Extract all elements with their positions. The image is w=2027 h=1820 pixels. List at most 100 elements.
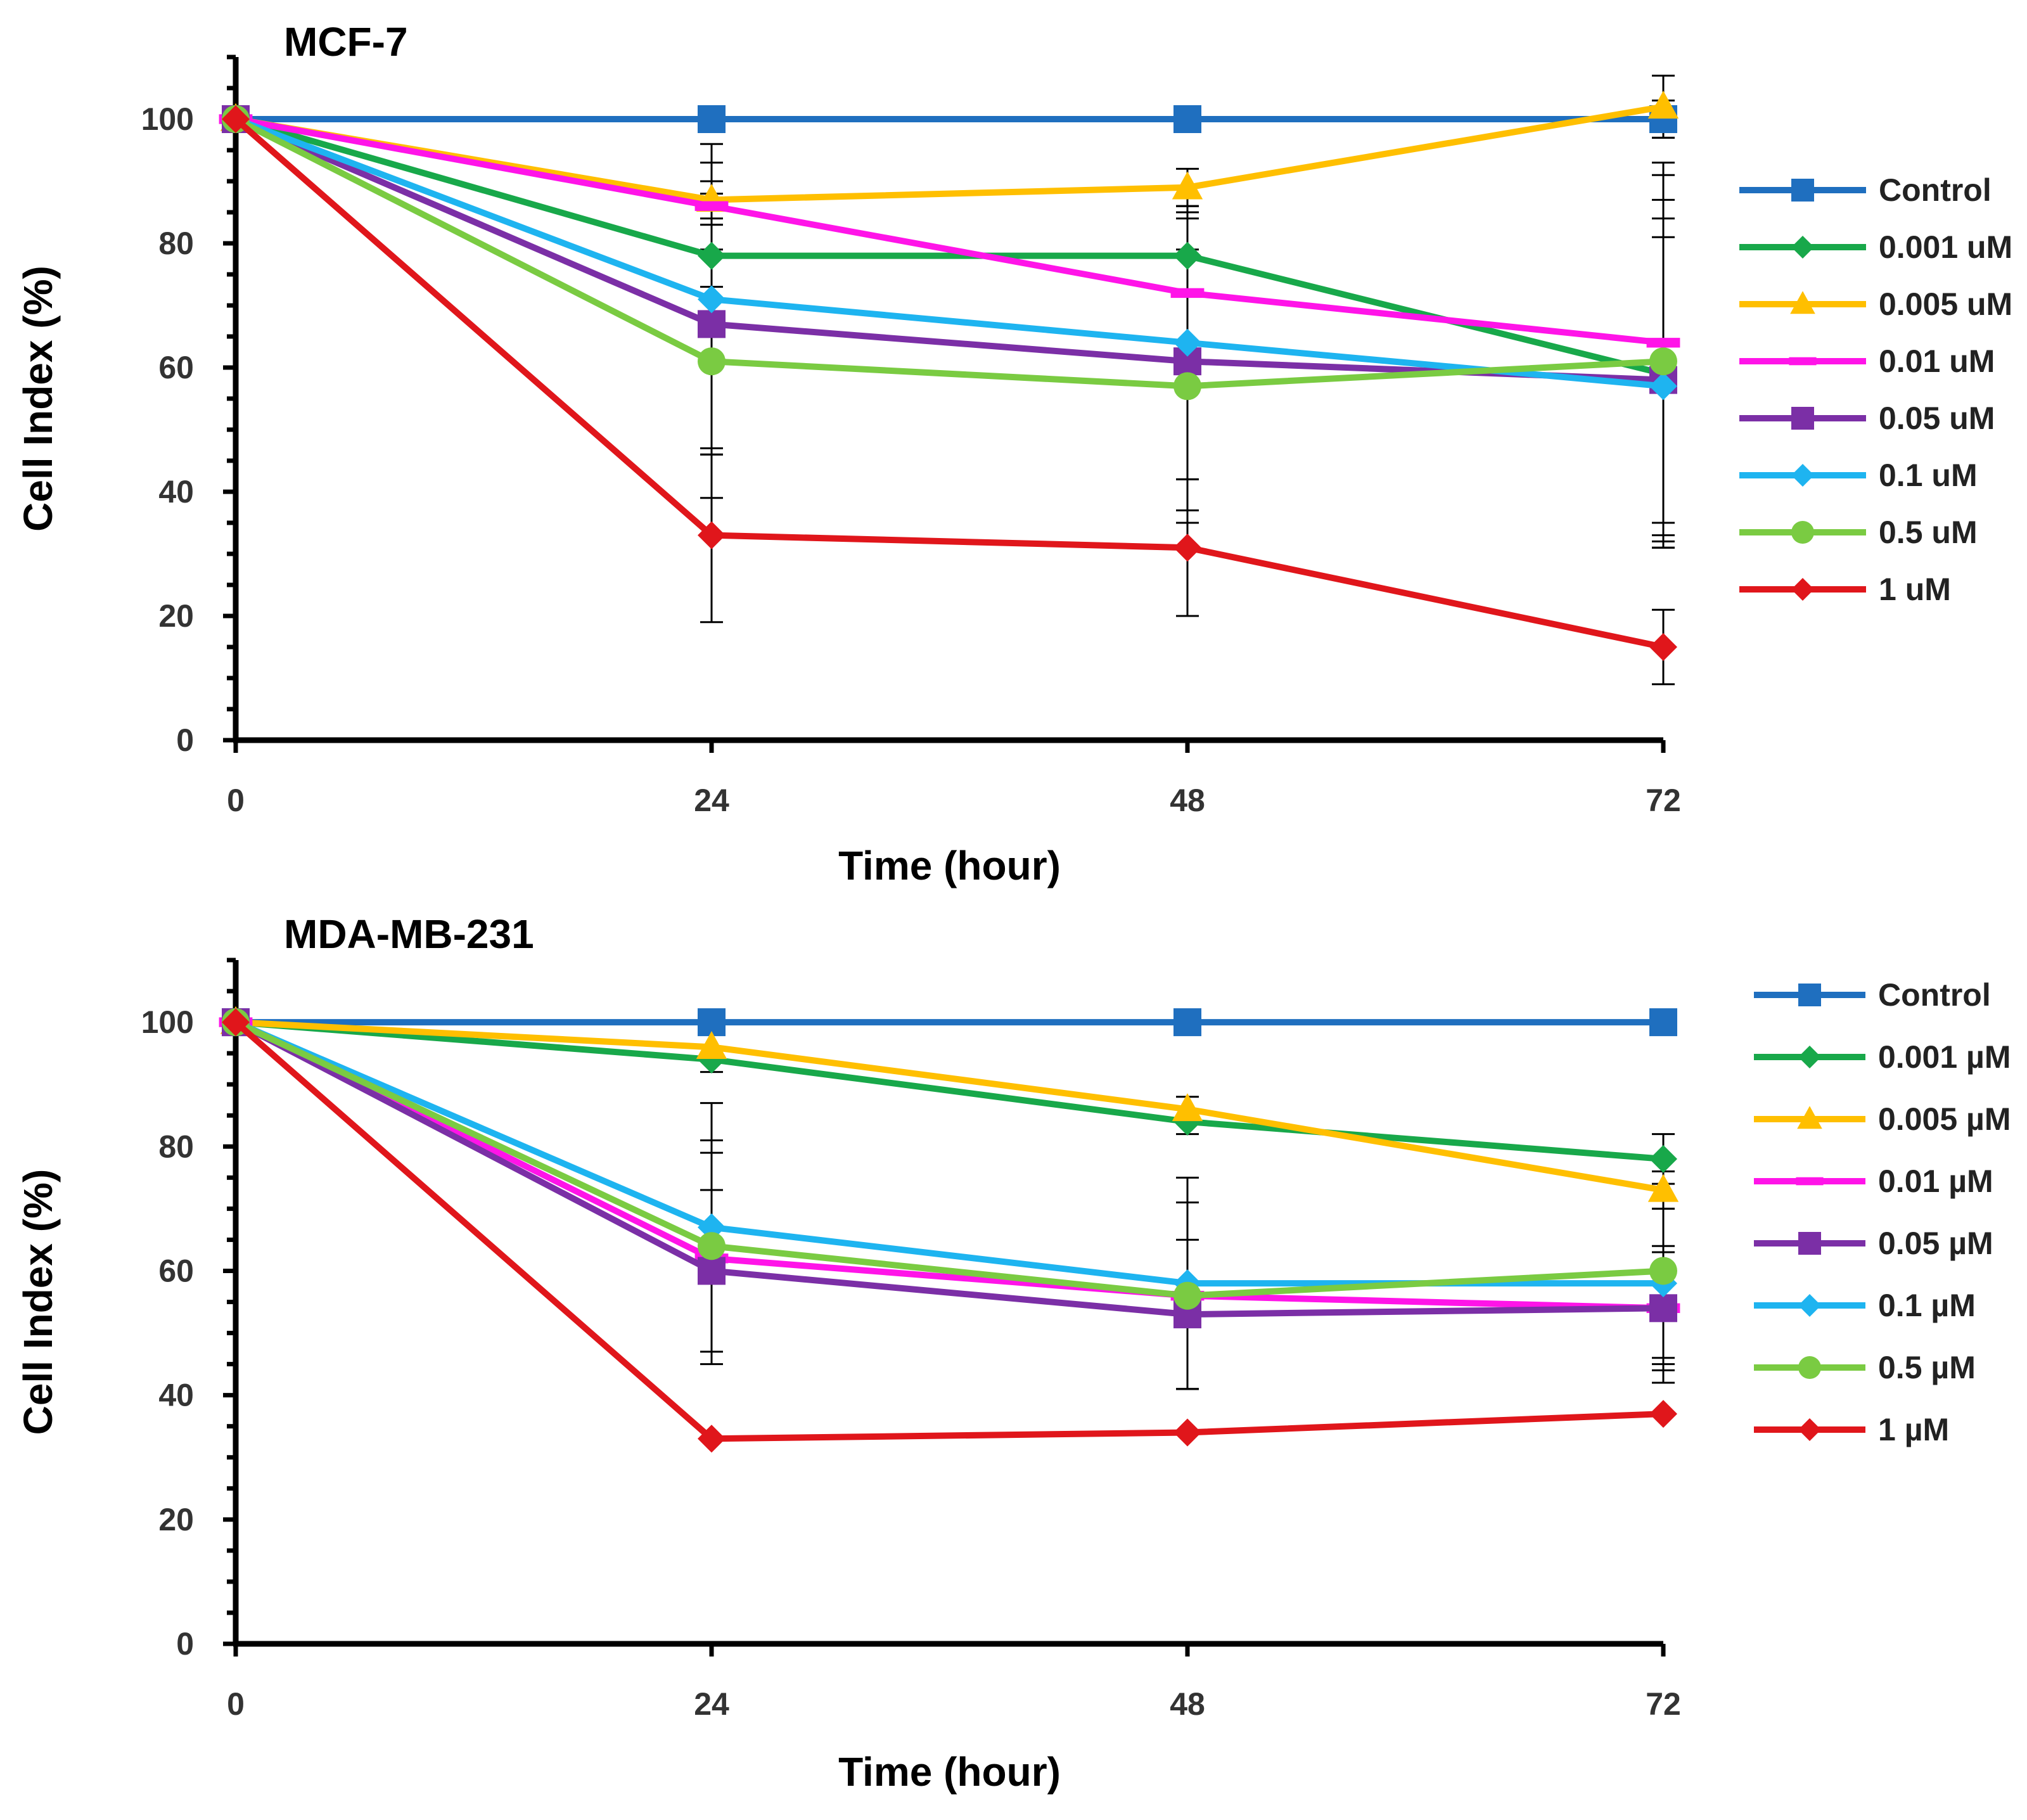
data-point-control	[1173, 1008, 1201, 1037]
legend-label-0-005-um: 0.005 uM	[1879, 286, 2012, 322]
data-point-1-m	[698, 1425, 726, 1453]
data-point-0-1-um	[1649, 372, 1677, 401]
legend-marker-0-001-um	[1791, 236, 1814, 259]
chart-2: MDA-MB-231 0 20 40 60 80 100 0 24 48 72 Time (hour)…	[15, 911, 2011, 1795]
legend-label-1-m: 1 µM	[1878, 1412, 1949, 1447]
legend-label-0-05-m: 0.05 µM	[1878, 1226, 1993, 1261]
y-tick-label: 60	[158, 1253, 194, 1288]
y-tick-label: 80	[158, 1129, 194, 1164]
legend-label-0-05-um: 0.05 uM	[1879, 401, 1995, 436]
legend-marker-0-001-m	[1798, 1046, 1821, 1068]
legend-label-control: Control	[1879, 172, 1992, 208]
data-point-control	[698, 105, 726, 133]
data-point-1-m	[1173, 1418, 1201, 1447]
series-line-1-m	[233, 1020, 1664, 1442]
x-tick-label: 24	[694, 1686, 729, 1722]
x-tick-label: 72	[1646, 783, 1681, 818]
legend-label-0-1-um: 0.1 uM	[1879, 458, 1978, 493]
legend-marker-0-05-um	[1791, 407, 1814, 430]
y-tick-label: 40	[158, 474, 194, 509]
data-point-0-1-um	[698, 285, 726, 314]
series-line-1-um	[233, 117, 1665, 650]
legend-marker-0-005-um	[1790, 291, 1815, 314]
legend: Control 0.001 µM 0.005 µM 0.01 µM 0.05 µM 0.1…	[1754, 977, 2011, 1447]
chart-1: MCF-7 0 20 40 60 80 100 0 24 48 72 Time (hour) Cell …	[15, 19, 2012, 888]
series-line-0-05-m	[234, 1019, 1664, 1318]
data-point-0-001-m	[1649, 1144, 1677, 1173]
series-line-0-01-m	[234, 1019, 1664, 1312]
legend-marker-0-1-m	[1798, 1294, 1821, 1317]
data-point-1-um	[1173, 534, 1201, 562]
x-tick-label: 0	[227, 783, 245, 818]
legend-marker-1-m	[1798, 1418, 1821, 1441]
x-tick-label: 24	[694, 783, 729, 818]
legend-marker-0-05-m	[1798, 1232, 1821, 1255]
data-point-0-001-um	[698, 241, 726, 270]
y-tick-label: 20	[158, 598, 194, 634]
y-tick-label: 20	[158, 1502, 194, 1537]
chart-title: MCF-7	[284, 19, 408, 65]
y-axis-title: Cell Index (%)	[15, 1169, 61, 1435]
x-axis-title: Time (hour)	[838, 1749, 1061, 1795]
y-tick-label: 80	[158, 226, 194, 261]
legend-marker-0-1-um	[1791, 464, 1814, 487]
legend-marker-0-005-m	[1797, 1106, 1822, 1129]
data-point-0-5-um	[1649, 347, 1677, 376]
legend-marker-0-5-m	[1798, 1356, 1821, 1379]
legend-marker-0-01-um	[1789, 357, 1817, 366]
legend-label-0-1-m: 0.1 µM	[1878, 1288, 1976, 1323]
data-point-0-05-m	[1649, 1294, 1677, 1323]
chart-title: MDA-MB-231	[284, 911, 534, 957]
series-line-0-001-m	[235, 1019, 1664, 1162]
y-tick-label: 0	[176, 1626, 194, 1662]
legend-label-0-5-m: 0.5 µM	[1878, 1350, 1976, 1385]
series-line-0-5-um	[234, 116, 1664, 390]
data-point-0-005-m	[1647, 1174, 1679, 1202]
x-tick-label: 0	[227, 1686, 245, 1722]
data-point-0-5-m	[698, 1232, 726, 1260]
data-point-0-05-m	[698, 1257, 726, 1285]
legend-label-control: Control	[1878, 977, 1991, 1013]
legend-label-0-5-um: 0.5 uM	[1879, 515, 1978, 550]
x-tick-label: 48	[1170, 1686, 1205, 1722]
data-point-0-5-m	[1649, 1257, 1677, 1285]
data-point-0-1-um	[1173, 328, 1201, 357]
y-tick-label: 100	[141, 1004, 194, 1040]
data-point-0-01-um	[1646, 338, 1680, 348]
data-point-0-005-um	[1172, 171, 1203, 200]
data-point-1-um	[1649, 633, 1677, 661]
legend-label-0-005-m: 0.005 µM	[1878, 1101, 2011, 1137]
data-point-0-001-um	[1173, 241, 1201, 270]
data-point-1-um	[698, 521, 726, 549]
data-point-0-005-m	[696, 1031, 727, 1060]
y-tick-label: 100	[141, 101, 194, 137]
series-line-0-01-um	[235, 116, 1664, 346]
legend-marker-control	[1798, 984, 1821, 1006]
data-point-0-5-um	[698, 347, 726, 376]
legend-label-1-um: 1 uM	[1879, 572, 1951, 607]
legend-label-0-01-m: 0.01 µM	[1878, 1163, 1993, 1199]
legend-marker-0-5-um	[1791, 521, 1814, 544]
data-point-1-m	[1649, 1400, 1677, 1428]
data-point-0-5-um	[1173, 372, 1201, 401]
data-point-0-01-um	[694, 201, 729, 211]
legend-label-0-001-um: 0.001 uM	[1879, 229, 2012, 265]
y-tick-label: 60	[158, 350, 194, 385]
data-point-0-01-um	[1170, 288, 1205, 298]
x-tick-label: 72	[1646, 1686, 1681, 1722]
legend-marker-1-um	[1791, 578, 1814, 601]
data-point-0-05-um	[698, 310, 726, 338]
x-axis-title: Time (hour)	[838, 843, 1061, 888]
series-line-0-1-um	[234, 116, 1664, 390]
data-point-0-5-m	[1173, 1281, 1201, 1310]
data-point-0-005-m	[1172, 1093, 1203, 1122]
legend-label-0-001-m: 0.001 µM	[1878, 1039, 2011, 1075]
y-tick-label: 0	[176, 722, 194, 758]
data-point-control	[1649, 1008, 1677, 1037]
y-axis-title: Cell Index (%)	[15, 266, 61, 532]
legend: Control 0.001 uM 0.005 uM 0.01 uM 0.05 uM 0.1…	[1739, 172, 2012, 607]
series-line-0-5-m	[234, 1019, 1664, 1299]
data-point-1-m	[222, 1008, 250, 1037]
data-point-1-um	[222, 105, 250, 133]
